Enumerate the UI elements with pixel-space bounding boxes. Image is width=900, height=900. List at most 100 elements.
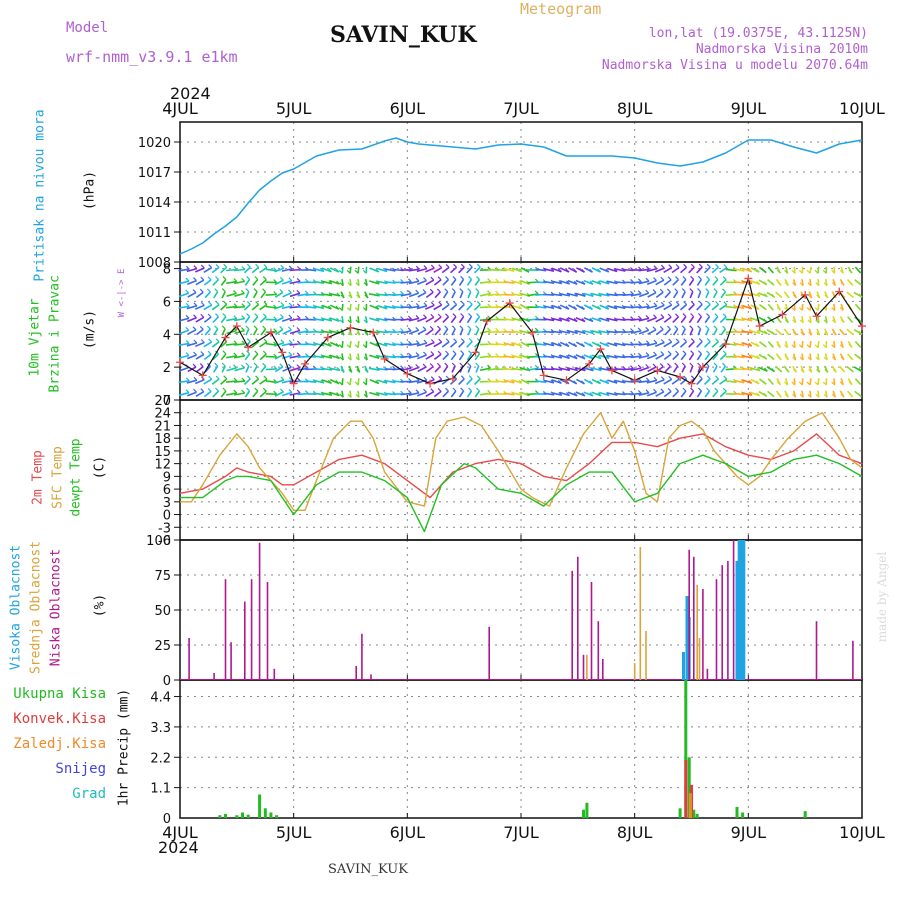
wind-arrow	[503, 392, 515, 396]
wind-arrow-head	[748, 391, 753, 396]
wind-arrow-head	[415, 326, 420, 331]
wind-arrow	[221, 328, 226, 336]
wind-arrow-head	[423, 302, 428, 307]
wind-arrow-head	[241, 352, 246, 357]
ytick-label: 4	[163, 328, 171, 343]
wind-arrow	[196, 365, 204, 373]
wind-arrow-head	[518, 391, 523, 396]
wind-arrow	[817, 390, 820, 398]
wind-arrow	[671, 341, 680, 348]
low-cloud-bar	[266, 582, 269, 680]
wind-arrow	[741, 392, 753, 396]
wind-arrow	[614, 268, 626, 272]
wind-arrow	[220, 390, 227, 398]
wind-arrow-head	[839, 269, 844, 274]
wind-arrow-head	[824, 294, 829, 299]
wind-arrow-head	[816, 368, 821, 373]
wind-arrow-head	[666, 288, 671, 293]
wind-arrow-head	[296, 340, 301, 345]
wind-arrow-head	[675, 264, 680, 268]
wind-arrow	[321, 280, 332, 285]
wind-arrow	[575, 367, 586, 372]
wind-arrow-head	[777, 356, 782, 361]
wind-arrow-head	[807, 282, 812, 287]
wind-arrow	[243, 378, 251, 385]
wind-arrow	[187, 317, 197, 323]
wind-arrow	[711, 378, 720, 385]
wind-arrow-head	[740, 342, 745, 346]
wind-arrow	[442, 328, 449, 336]
wind-arrow-head	[288, 388, 293, 393]
wind-arrow	[196, 328, 204, 336]
wind-arrow	[220, 278, 227, 286]
wind-arrow-head	[713, 325, 718, 330]
low-cloud-bar	[582, 654, 585, 680]
wind-arrow-head	[408, 340, 412, 345]
wind-arrow-head	[573, 280, 578, 285]
low-cloud-bar	[577, 556, 579, 680]
ytick-label: 3	[163, 496, 171, 511]
wind-gust-marker	[289, 379, 298, 388]
year-bottom: 2024	[158, 838, 199, 857]
wind-arrow	[606, 354, 618, 359]
wind-arrow-head	[192, 289, 197, 294]
wind-arrow-head	[839, 306, 844, 311]
wind-arrow-head	[776, 306, 781, 311]
wind-arrow-head	[221, 325, 226, 330]
wind-arrow-head	[653, 277, 657, 282]
wind-arrow	[817, 279, 820, 286]
wind-arrow	[551, 317, 562, 322]
wind-arrow-head	[565, 342, 570, 347]
wind-speed-line	[179, 277, 863, 385]
wind-gust-marker	[471, 348, 480, 357]
wind-arrow	[638, 392, 650, 396]
total-precip-bar	[218, 815, 222, 818]
wind-arrow-head	[445, 276, 449, 281]
wind-arrow-head	[637, 327, 642, 332]
wind-arrow-head	[296, 389, 301, 394]
wind-arrow-head	[375, 391, 380, 396]
wind-arrow	[672, 365, 679, 373]
wind-arrow-head	[222, 275, 227, 280]
wind-arrow-head	[815, 282, 820, 287]
wind-arrow	[583, 279, 594, 285]
wind-arrow	[234, 317, 245, 322]
wind-arrow-head	[785, 368, 790, 373]
wind-arrow	[809, 278, 812, 286]
wind-arrow-head	[840, 319, 845, 324]
wind-arrow-head	[660, 351, 665, 356]
wind-arrow	[503, 342, 515, 347]
wind-arrow	[655, 391, 665, 397]
wind-arrow	[719, 378, 728, 385]
wind-arrow-head	[200, 339, 205, 343]
wind-arrow	[349, 378, 352, 385]
wind-arrow	[364, 353, 368, 361]
wind-arrow-head	[375, 317, 380, 322]
wind-arrow-head	[831, 356, 836, 361]
wind-arrow-head	[681, 288, 686, 293]
wind-arrow-head	[296, 364, 301, 369]
wind-arrow-head	[660, 339, 665, 343]
wind-arrow-head	[668, 375, 673, 380]
wind-arrow	[801, 390, 804, 398]
wind-gust-marker	[221, 333, 230, 342]
wind-arrow	[742, 304, 752, 310]
wind-arrow	[441, 341, 450, 348]
wind-arrow-head	[589, 268, 593, 273]
wind-arrow-head	[784, 356, 789, 361]
wind-arrow-head	[823, 282, 828, 287]
wind-arrow	[688, 390, 695, 398]
wind-arrow	[274, 279, 284, 286]
wind-arrow-head	[328, 280, 333, 285]
wind-arrow-head	[690, 387, 695, 392]
wind-arrow-head	[690, 263, 695, 268]
wind-arrow-head	[408, 266, 412, 271]
wind-arrow	[671, 266, 680, 274]
mid-cloud-bar	[645, 631, 647, 680]
wind-arrow-head	[798, 307, 803, 311]
wind-arrow-head	[715, 301, 719, 305]
wind-arrow	[369, 317, 380, 322]
ytick-label: 15	[154, 445, 171, 460]
wind-arrow-head	[429, 363, 434, 368]
wind-arrow-head	[776, 344, 781, 349]
